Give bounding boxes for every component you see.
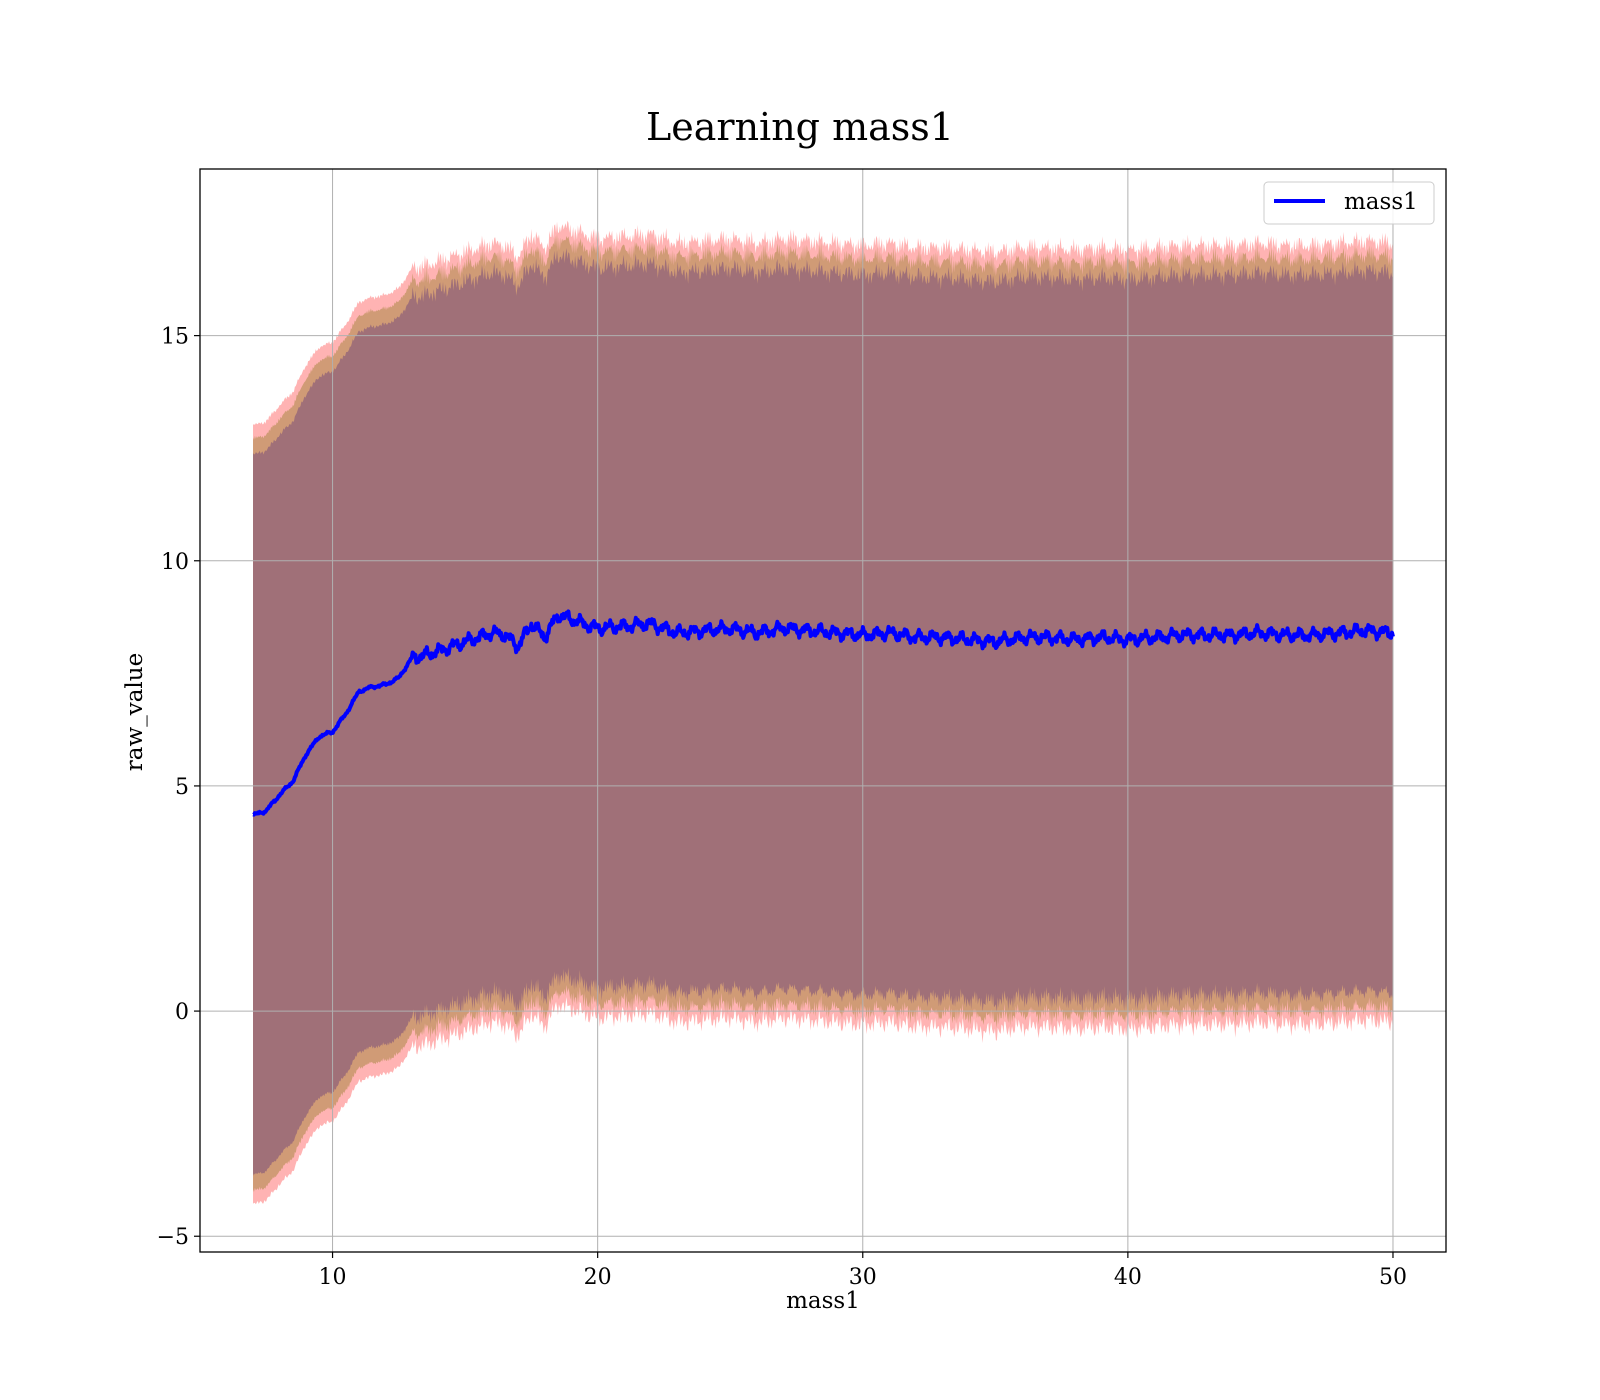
series-line-mass1 bbox=[251, 609, 1395, 817]
x-tick-label: 20 bbox=[584, 1265, 612, 1290]
x-tick-label: 40 bbox=[1114, 1265, 1142, 1290]
y-axis-label: raw_value bbox=[122, 653, 148, 771]
plot-frame bbox=[199, 168, 1447, 1253]
y-tick-label: 5 bbox=[175, 775, 189, 800]
legend: mass1 bbox=[1263, 181, 1435, 225]
x-tick-label: 50 bbox=[1379, 1265, 1407, 1290]
x-tick-label: 30 bbox=[849, 1265, 877, 1290]
band-inner bbox=[253, 247, 1393, 1176]
x-axis-label: mass1 bbox=[786, 1288, 860, 1314]
y-axis-ticks: −5 0 5 10 15 bbox=[157, 325, 200, 1250]
confidence-bands bbox=[253, 220, 1393, 1205]
x-tick-label: 10 bbox=[319, 1265, 347, 1290]
legend-box bbox=[1263, 181, 1435, 225]
series-layer bbox=[251, 609, 1395, 817]
chart-title: Learning mass1 bbox=[646, 105, 954, 149]
y-tick-label: 15 bbox=[161, 325, 189, 350]
x-axis-ticks: 10 20 30 40 50 bbox=[319, 1252, 1407, 1290]
y-tick-label: 0 bbox=[175, 1000, 189, 1025]
y-tick-label: −5 bbox=[157, 1225, 189, 1250]
grid-lines bbox=[200, 169, 1446, 1252]
y-tick-label: 10 bbox=[161, 550, 189, 575]
legend-label-mass1: mass1 bbox=[1344, 189, 1418, 215]
